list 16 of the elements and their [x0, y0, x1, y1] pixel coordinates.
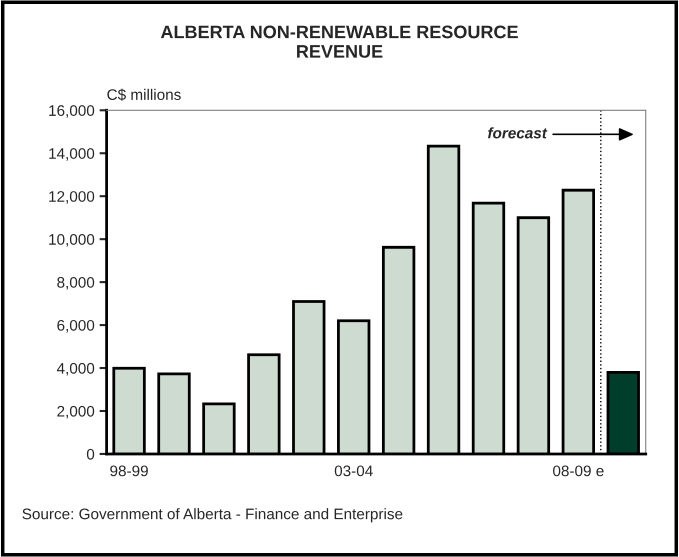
y-tick-label: 2,000: [57, 406, 94, 418]
y-tick-label: 14,000: [49, 148, 94, 161]
y-tick-label: 16,000: [49, 105, 94, 118]
x-tick-label: 98-99: [110, 465, 148, 476]
annotation: forecast: [488, 127, 548, 138]
y-tick-label: 10,000: [49, 234, 94, 247]
y-tick-label: 4,000: [56, 362, 94, 376]
y-tick-label: 6,000: [57, 320, 94, 333]
source-note: Source: Government of Alberta - Finance and Enterprise: [22, 508, 402, 522]
y-tick-label: 0: [86, 448, 94, 460]
y-tick-label: 12,000: [49, 191, 94, 204]
x-tick-label: 08-09 e: [553, 465, 604, 476]
y-tick-label: 8,000: [57, 276, 94, 290]
y-axis-title: C$ millions: [107, 88, 181, 101]
chart-title: ALBERTA NON-RENEWABLE RESOURCE REVENUE: [160, 26, 518, 58]
x-tick-label: 03-04: [334, 465, 373, 476]
